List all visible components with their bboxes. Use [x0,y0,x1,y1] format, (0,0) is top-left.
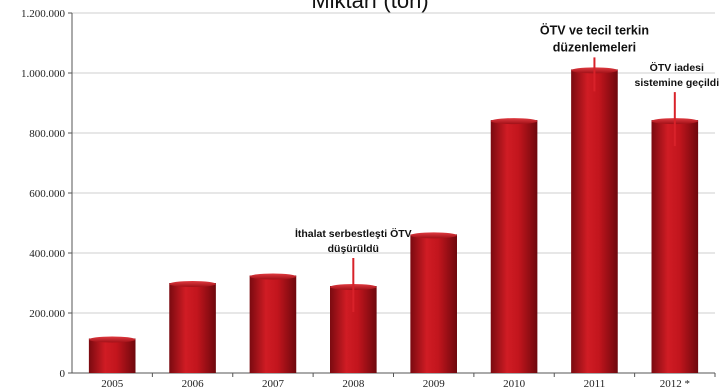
y-tick-label: 0 [60,368,66,380]
x-tick-label: 2010 [503,378,526,390]
bar-cap [410,232,457,239]
annotation-text: sistemine geçildi [635,77,720,89]
annotation: İthalat serbestleşti ÖTV düşürüldü [295,227,412,312]
bar-body [169,283,216,373]
bar [651,118,699,373]
y-tick-label: 1.200.000 [21,8,66,20]
bar [410,232,457,373]
x-tick-label: 2008 [342,378,365,390]
y-tick-label: 800.000 [29,128,65,140]
annotation: ÖTV ve tecil terkin düzenlemeleri [540,22,649,92]
bar [169,281,216,373]
bar-body [88,338,136,373]
x-tick-label: 2011 [584,378,606,390]
x-tick-label: 2009 [423,378,446,390]
bar-cap [490,118,538,125]
annotation-text: düşürüldü [328,243,379,255]
bar [88,336,136,373]
bar-body [571,69,618,374]
bar-cap [169,281,216,287]
bar [249,273,297,373]
bar-body [490,120,538,373]
y-tick-label: 1.000.000 [21,68,66,80]
chart-title: Miktarı (ton) [311,0,428,13]
bar-body [249,275,297,373]
x-tick-label: 2007 [262,378,285,390]
bar-body [410,234,457,373]
x-tick-label: 2012 * [660,378,690,390]
annotation-text: düzenlemeleri [553,40,636,54]
bar-cap [88,336,136,343]
bar-cap [249,273,297,280]
annotation: ÖTV iadesi sistemine geçildi [635,61,720,147]
y-tick-label: 400.000 [29,248,65,260]
bar-body [651,120,699,373]
x-tick-label: 2005 [101,378,124,390]
bar [490,118,538,373]
annotation-text: ÖTV ve tecil terkin [540,22,649,37]
annotation-text: ÖTV iadesi [650,61,704,74]
y-tick-label: 600.000 [29,188,65,200]
y-tick-label: 200.000 [29,308,65,320]
annotation-text: İthalat serbestleşti ÖTV [295,227,412,240]
x-tick-label: 2006 [182,378,205,390]
bar [571,67,618,374]
